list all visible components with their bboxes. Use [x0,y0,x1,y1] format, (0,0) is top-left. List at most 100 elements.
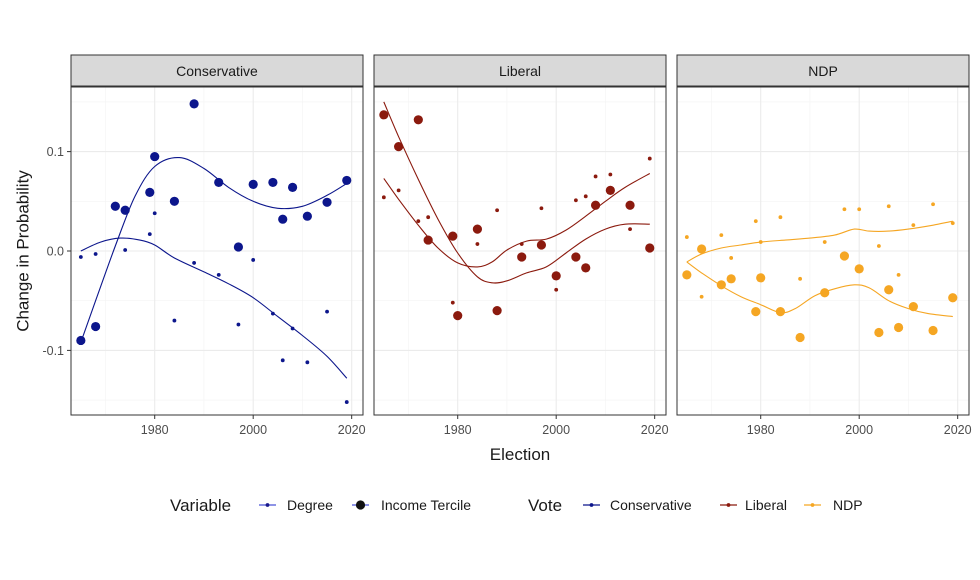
y-tick-label: -0.1 [42,344,64,358]
point-degree [583,194,588,199]
point-income-tercile [854,264,864,274]
x-tick-label: 2020 [338,423,366,437]
legend-label-income-tercile: Income Tercile [381,497,471,513]
point-degree [628,227,632,232]
point-income-tercile [189,99,199,109]
point-degree [396,188,401,193]
legend-key-liberal [726,503,731,507]
point-degree [573,198,578,203]
point-income-tercile [492,306,502,316]
point-degree [305,360,310,365]
point-income-tercile [517,252,527,262]
x-tick-label: 2000 [239,423,267,437]
point-degree [857,207,862,212]
legend-key-income-tercile [355,500,366,510]
plot-area [76,99,352,404]
facet-panel-conservative: Conservative 1980 2000 2020 -0.1 0.0 0.1 [42,54,366,437]
point-degree [778,215,783,220]
panel-border [676,86,970,416]
point-income-tercile [287,182,298,192]
point-degree [719,233,724,237]
x-tick-label: 2020 [641,423,669,437]
point-degree [152,211,157,216]
legend-label-ndp: NDP [833,497,863,513]
point-degree [647,156,652,161]
point-degree [950,221,955,226]
point-degree [172,318,177,323]
facet-strip-label: Conservative [176,63,258,79]
point-income-tercile [233,242,244,252]
point-degree [753,219,758,224]
point-degree [216,272,221,277]
point-income-tercile [928,325,938,336]
point-degree [426,215,431,220]
point-income-tercile [76,335,86,346]
facet-strip [373,54,667,87]
plot-area [682,202,958,343]
point-income-tercile [874,327,884,338]
x-tick-label: 1980 [747,423,775,437]
point-degree [842,207,847,212]
point-income-tercile [893,322,904,333]
point-degree [519,242,524,246]
point-income-tercile [571,252,581,262]
y-tick-label: 0.0 [47,245,64,259]
facet-strip-label: NDP [808,63,838,79]
legend-label-liberal: Liberal [745,497,787,513]
point-income-tercile [169,196,180,206]
point-degree [344,400,349,404]
smooth-line-income-tercile [80,157,348,343]
facet-panel-liberal: Liberal 1980 2000 2020 [373,54,669,437]
point-income-tercile [120,205,130,215]
point-degree [280,358,285,363]
point-degree [236,322,241,327]
point-degree [93,252,98,256]
point-income-tercile [908,302,918,312]
point-income-tercile [682,270,692,280]
legend-title-variable: Variable [170,496,231,515]
legend-key-conservative [589,503,594,507]
point-degree [123,248,128,252]
legend-key-ndp [810,503,815,507]
point-income-tercile [302,211,312,221]
point-degree [798,276,803,281]
smooth-line-income-tercile [686,261,953,318]
facet-strip [70,54,364,87]
y-axis-title: Change in Probability [13,170,32,332]
point-degree [539,206,544,211]
legend-label-degree: Degree [287,497,333,513]
x-tick-label: 2000 [542,423,570,437]
point-income-tercile [91,321,101,332]
smooth-line-degree [383,173,651,268]
point-degree [593,174,598,179]
point-income-tercile [472,224,483,234]
point-degree [495,208,500,213]
point-income-tercile [726,274,736,284]
point-degree [911,223,916,228]
point-income-tercile [820,288,830,298]
point-income-tercile [268,177,278,188]
point-degree [192,261,197,265]
point-degree [896,272,901,277]
point-income-tercile [581,263,591,273]
point-income-tercile [756,273,766,283]
point-degree [608,172,613,177]
point-degree [450,300,455,305]
point-income-tercile [110,201,120,211]
legend: Variable Degree Income Tercile Vote Conserva… [170,496,863,515]
facet-strip [676,54,970,87]
point-degree [554,287,559,292]
point-degree [381,195,386,200]
plot-area [379,101,655,321]
point-degree [251,258,256,262]
point-income-tercile [795,332,805,343]
point-income-tercile [214,177,224,188]
point-income-tercile [948,293,958,303]
point-degree [758,240,763,244]
point-degree [684,235,689,239]
point-income-tercile [625,200,635,210]
point-income-tercile [145,187,155,197]
panel-border [373,86,667,416]
point-income-tercile [551,271,561,281]
